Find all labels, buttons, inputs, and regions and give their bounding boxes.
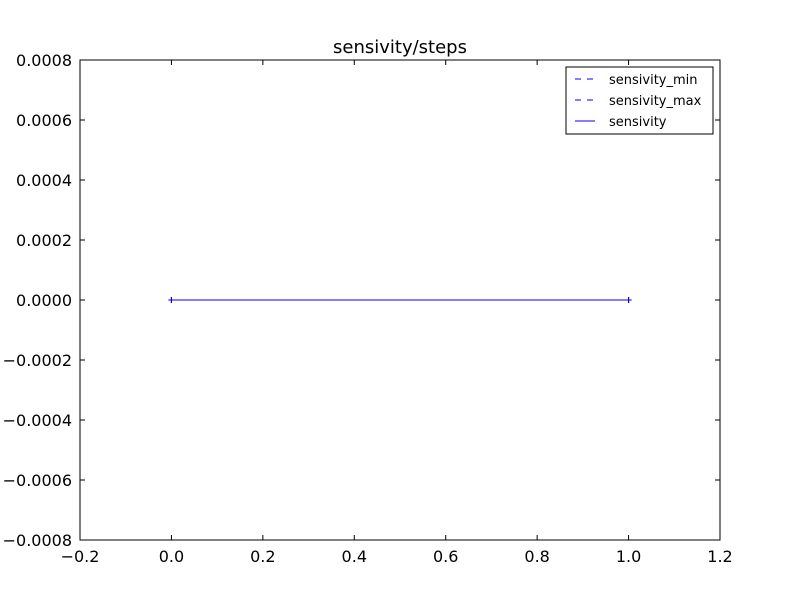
y-tick-label: 0.0000 bbox=[16, 291, 72, 310]
y-tick-label: 0.0004 bbox=[16, 171, 72, 190]
legend-label: sensivity bbox=[609, 115, 667, 130]
x-tick-label: 0.2 bbox=[250, 547, 275, 566]
y-tick-label: −0.0002 bbox=[3, 351, 72, 370]
legend-label: sensivity_max bbox=[609, 94, 702, 109]
y-tick-label: 0.0006 bbox=[16, 111, 72, 130]
y-tick-label: −0.0004 bbox=[3, 411, 72, 430]
x-tick-label: 0.6 bbox=[433, 547, 458, 566]
data-point-sensivity bbox=[625, 297, 632, 303]
x-tick-label: 0.4 bbox=[342, 547, 367, 566]
data-point-sensivity bbox=[168, 297, 175, 303]
plot-layer bbox=[168, 297, 632, 303]
y-tick-label: −0.0006 bbox=[3, 471, 72, 490]
chart-title: sensivity/steps bbox=[333, 37, 467, 58]
x-tick-label: 0.0 bbox=[159, 547, 184, 566]
x-tick-label: 1.0 bbox=[616, 547, 641, 566]
y-tick-label: 0.0002 bbox=[16, 231, 72, 250]
x-tick-label: −0.2 bbox=[61, 547, 100, 566]
legend: sensivity_min sensivity_max sensivity bbox=[565, 66, 714, 135]
legend-label: sensivity_min bbox=[609, 73, 698, 88]
x-tick-label: 1.2 bbox=[707, 547, 732, 566]
y-tick-label: −0.0008 bbox=[3, 531, 72, 550]
y-tick-label: 0.0008 bbox=[16, 51, 72, 70]
axes-layer: −0.2 0.0 0.2 0.4 0.6 0.8 1.0 1.2 −0.0008 −0.0006 −… bbox=[3, 51, 733, 566]
x-tick-label: 0.8 bbox=[524, 547, 549, 566]
